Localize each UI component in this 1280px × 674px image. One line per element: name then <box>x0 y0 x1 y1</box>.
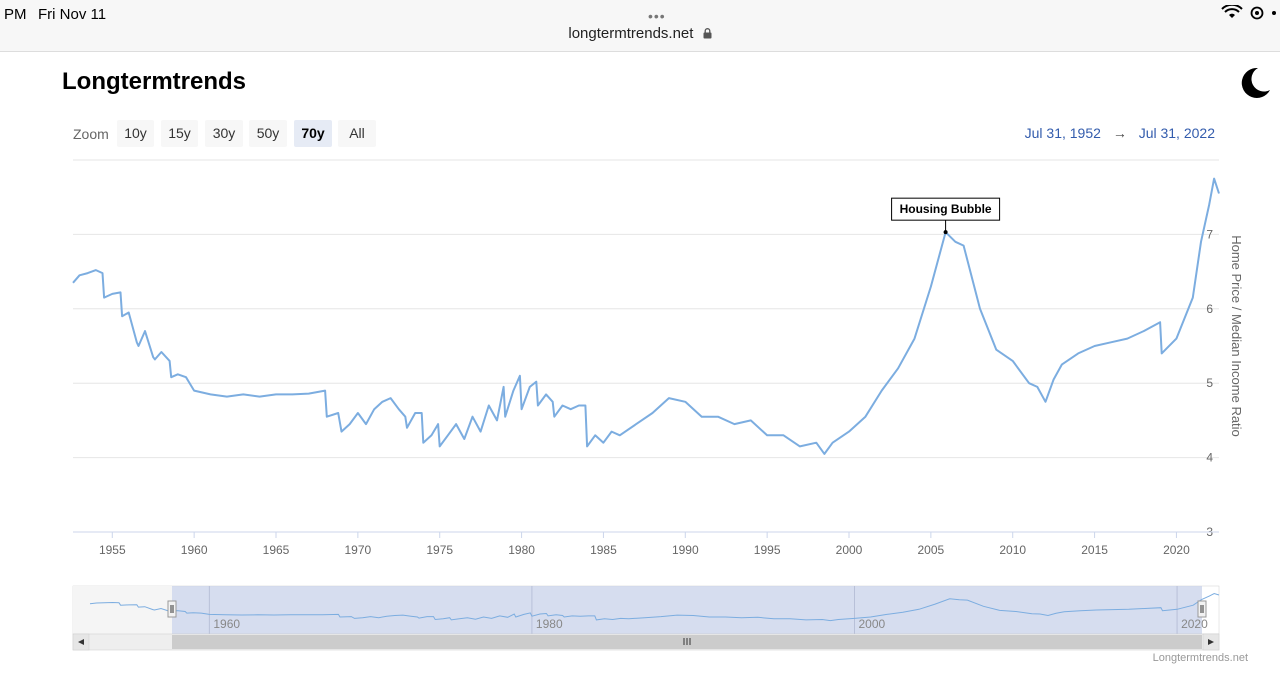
x-tick-label: 1980 <box>508 543 535 557</box>
x-tick-label: 1955 <box>99 543 126 557</box>
navigator-gridlines <box>208 586 1178 634</box>
zoom-15y-button[interactable]: 15y <box>161 120 198 147</box>
navigator-unselected-area <box>73 586 172 634</box>
moon-icon[interactable] <box>1238 66 1272 100</box>
y-tick-label: 6 <box>1206 302 1213 316</box>
annotation-marker <box>943 230 948 235</box>
navigator-selected-range[interactable] <box>172 586 1202 634</box>
zoom-label: Zoom <box>73 126 109 142</box>
date-range-to[interactable]: Jul 31, 2022 <box>1138 125 1215 141</box>
address-bar[interactable]: longtermtrends.net <box>0 25 1280 43</box>
y-axis-title: Home Price / Median Income Ratio <box>1229 235 1244 437</box>
zoom-all-button[interactable]: All <box>338 120 376 147</box>
x-tick-label: 2010 <box>999 543 1026 557</box>
lock-icon <box>703 26 712 43</box>
site-credit: Longtermtrends.net <box>1152 652 1248 664</box>
date-range-from[interactable]: Jul 31, 1952 <box>1024 125 1101 141</box>
housing-bubble-annotation: Housing Bubble <box>891 197 1001 235</box>
status-indicators <box>1220 3 1280 24</box>
arrow-left-icon <box>78 639 84 645</box>
status-date: Fri Nov 11 <box>38 6 107 23</box>
status-time: PM <box>4 6 27 23</box>
navigator-scrollbar[interactable] <box>72 633 1220 651</box>
y-tick-label: 7 <box>1206 227 1213 241</box>
x-tick-label: 1975 <box>426 543 453 557</box>
site-title[interactable]: Longtermtrends <box>62 68 247 95</box>
date-range: Jul 31, 1952 → Jul 31, 2022 <box>1025 125 1215 141</box>
arrow-right-icon <box>1208 639 1214 645</box>
url-text: longtermtrends.net <box>568 25 694 42</box>
tab-overview-dots[interactable]: ••• <box>648 8 666 24</box>
x-tick-label: 1960 <box>181 543 208 557</box>
annotation-box <box>891 197 1001 221</box>
navigator-year-label: 2000 <box>858 617 885 631</box>
range-navigator[interactable]: 1960 1980 2000 2020 <box>72 585 1220 651</box>
zoom-70y-button[interactable]: 70y <box>294 120 332 147</box>
x-tick-label: 2000 <box>836 543 863 557</box>
zoom-10y-button[interactable]: 10y <box>117 120 154 147</box>
y-tick-label: 4 <box>1206 451 1213 465</box>
chart-gridlines <box>73 159 1219 533</box>
navigator-year-label: 1960 <box>213 617 240 631</box>
zoom-50y-button[interactable]: 50y <box>249 120 287 147</box>
x-tick-label: 2015 <box>1081 543 1108 557</box>
navigator-left-handle[interactable] <box>167 600 177 618</box>
browser-status-bar: PM Fri Nov 11 ••• longtermtrends.net <box>0 0 1280 52</box>
series-line[interactable] <box>72 177 1220 455</box>
navigator-series-line <box>89 592 1220 622</box>
x-tick-label: 2020 <box>1163 543 1190 557</box>
x-tick-label: 1985 <box>590 543 617 557</box>
y-tick-label: 5 <box>1206 376 1213 390</box>
date-range-arrow: → <box>1112 125 1127 141</box>
x-tick-label: 1995 <box>754 543 781 557</box>
navigator-year-label: 1980 <box>536 617 563 631</box>
x-tick-label: 1965 <box>263 543 290 557</box>
x-axis: 1955 1960 1965 1970 1975 1980 1985 1990 1995 2000… <box>73 531 1219 557</box>
annotation-label: Housing Bubble <box>900 202 992 216</box>
navigator-year-labels: 1960 1980 2000 2020 <box>213 617 1208 631</box>
x-tick-label: 1990 <box>672 543 699 557</box>
scrollbar-grip-icon <box>683 638 691 645</box>
navigator-year-label: 2020 <box>1181 617 1208 631</box>
x-tick-label: 2005 <box>918 543 945 557</box>
wifi-icon <box>1221 3 1276 20</box>
x-tick-label: 1970 <box>345 543 372 557</box>
zoom-30y-button[interactable]: 30y <box>205 120 243 147</box>
navigator-right-handle[interactable] <box>1197 600 1207 618</box>
